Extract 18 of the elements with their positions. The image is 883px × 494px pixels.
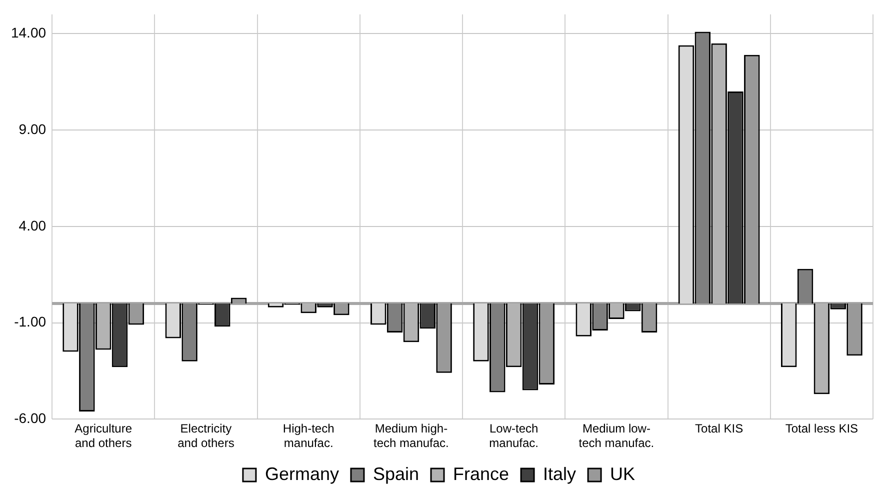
x-tick-label: High-tech manufac.: [282, 422, 334, 450]
legend-label: Spain: [372, 464, 420, 484]
x-tick-label: Medium low-tech manufac.: [578, 422, 654, 450]
x-tick-label: Agriculture and others: [74, 422, 132, 450]
y-tick-label: -6.00: [14, 410, 46, 426]
legend-label: Germany: [264, 464, 339, 484]
y-tick-label: 4.00: [18, 217, 46, 234]
y-tick-label: 9.00: [18, 120, 46, 137]
legend-label: Italy: [543, 464, 576, 484]
x-tick-label: Low-tech manufac.: [489, 422, 539, 450]
x-tick-label: Total less KIS: [785, 422, 858, 436]
legend-label: UK: [610, 464, 636, 484]
x-tick-label: Total KIS: [695, 422, 744, 436]
x-tick-label: Electricity and others: [178, 422, 234, 450]
y-tick-label: -1.00: [14, 314, 46, 330]
y-tick-label: 14.00: [10, 24, 46, 41]
x-tick-label: Medium high-tech manufac.: [374, 422, 449, 450]
legend-label: France: [453, 464, 510, 484]
